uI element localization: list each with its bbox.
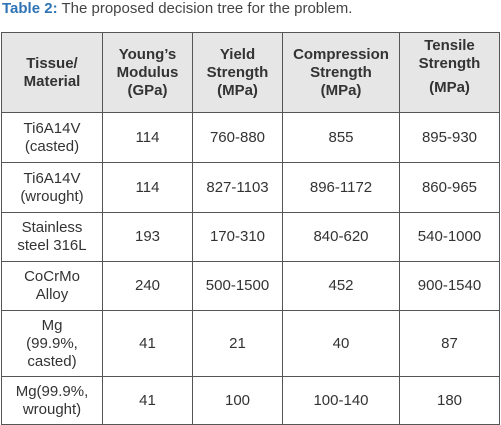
header-line: Strength <box>310 63 372 81</box>
cell-material: Stainless steel 316L <box>1 212 103 262</box>
header-line: Modulus <box>116 63 179 81</box>
cell-tensile-strength: 895-930 <box>399 112 500 163</box>
header-line: (MPa) <box>429 79 470 96</box>
header-line: (GPa) <box>127 81 168 99</box>
cell-yield-strength: 21 <box>192 310 283 377</box>
cell-yield-strength: 170-310 <box>192 212 283 262</box>
header-line: Strength <box>418 55 481 72</box>
cell-tensile-strength: 180 <box>399 376 500 425</box>
cell-compression-strength: 40 <box>282 310 400 377</box>
cell-youngs-modulus: 114 <box>102 112 193 163</box>
table-row: Mg(99.9%, wrought) 41 100 100-140 180 <box>1 376 500 425</box>
header-line: Tensile <box>424 37 475 54</box>
cell-yield-strength: 500-1500 <box>192 261 283 311</box>
cell-tensile-strength: 900-1540 <box>399 261 500 311</box>
table-row: CoCrMo Alloy 240 500-1500 452 900-1540 <box>1 261 500 311</box>
cell-yield-strength: 100 <box>192 376 283 425</box>
header-compression-strength: Compression Strength (MPa) <box>282 32 400 113</box>
caption-label: Table 2: <box>2 0 58 17</box>
cell-youngs-modulus: 41 <box>102 376 193 425</box>
table-caption: Table 2: The proposed decision tree for … <box>2 0 352 18</box>
header-line: Young’s <box>118 45 177 63</box>
cell-yield-strength: 827-1103 <box>192 162 283 213</box>
cell-youngs-modulus: 41 <box>102 310 193 377</box>
header-yield-strength: Yield Strength (MPa) <box>192 32 283 113</box>
header-line: Compression <box>293 45 389 63</box>
header-line: Tissue/ <box>26 54 78 72</box>
table-row: Stainless steel 316L 193 170-310 840-620… <box>1 212 500 262</box>
table-row: Ti6A14V (wrought) 114 827-1103 896-1172 … <box>1 162 500 213</box>
header-line: Strength <box>206 63 269 81</box>
cell-compression-strength: 896-1172 <box>282 162 400 213</box>
table-row: Mg (99.9%, casted) 41 21 40 87 <box>1 310 500 377</box>
cell-text: Ti6A14V (wrought) <box>20 169 84 205</box>
cell-text: Ti6A14V (casted) <box>23 119 81 155</box>
cell-material: CoCrMo Alloy <box>1 261 103 311</box>
header-tissue-material: Tissue/ Material <box>1 32 103 113</box>
header-line: (MPa) <box>320 81 362 99</box>
header-youngs-modulus: Young’s Modulus (GPa) <box>102 32 193 113</box>
cell-compression-strength: 100-140 <box>282 376 400 425</box>
cell-youngs-modulus: 114 <box>102 162 193 213</box>
cell-material: Ti6A14V (wrought) <box>1 162 103 213</box>
cell-tensile-strength: 860-965 <box>399 162 500 213</box>
header-tensile-strength: Tensile Strength (MPa) <box>399 32 500 113</box>
header-line: Material <box>23 72 81 90</box>
cell-yield-strength: 760-880 <box>192 112 283 163</box>
cell-tensile-strength: 540-1000 <box>399 212 500 262</box>
cell-text: CoCrMo Alloy <box>24 268 80 303</box>
cell-text: Stainless steel 316L <box>17 219 87 254</box>
cell-youngs-modulus: 240 <box>102 261 193 311</box>
header-line: Yield <box>219 45 256 63</box>
caption-text: The proposed decision tree for the probl… <box>57 0 353 17</box>
cell-compression-strength: 452 <box>282 261 400 311</box>
cell-material: Ti6A14V (casted) <box>1 112 103 163</box>
materials-table: Tissue/ Material Young’s Modulus (GPa) Y… <box>1 32 500 425</box>
table-row: Ti6A14V (casted) 114 760-880 855 895-930 <box>1 112 500 163</box>
cell-youngs-modulus: 193 <box>102 212 193 262</box>
cell-text: Mg(99.9%, wrought) <box>15 382 89 418</box>
header-row: Tissue/ Material Young’s Modulus (GPa) Y… <box>1 32 500 113</box>
cell-text: Mg (99.9%, casted) <box>26 316 78 370</box>
header-line: (MPa) <box>217 81 258 99</box>
cell-material: Mg(99.9%, wrought) <box>1 376 103 425</box>
cell-tensile-strength: 87 <box>399 310 500 377</box>
cell-compression-strength: 855 <box>282 112 400 163</box>
cell-compression-strength: 840-620 <box>282 212 400 262</box>
cell-material: Mg (99.9%, casted) <box>1 310 103 377</box>
